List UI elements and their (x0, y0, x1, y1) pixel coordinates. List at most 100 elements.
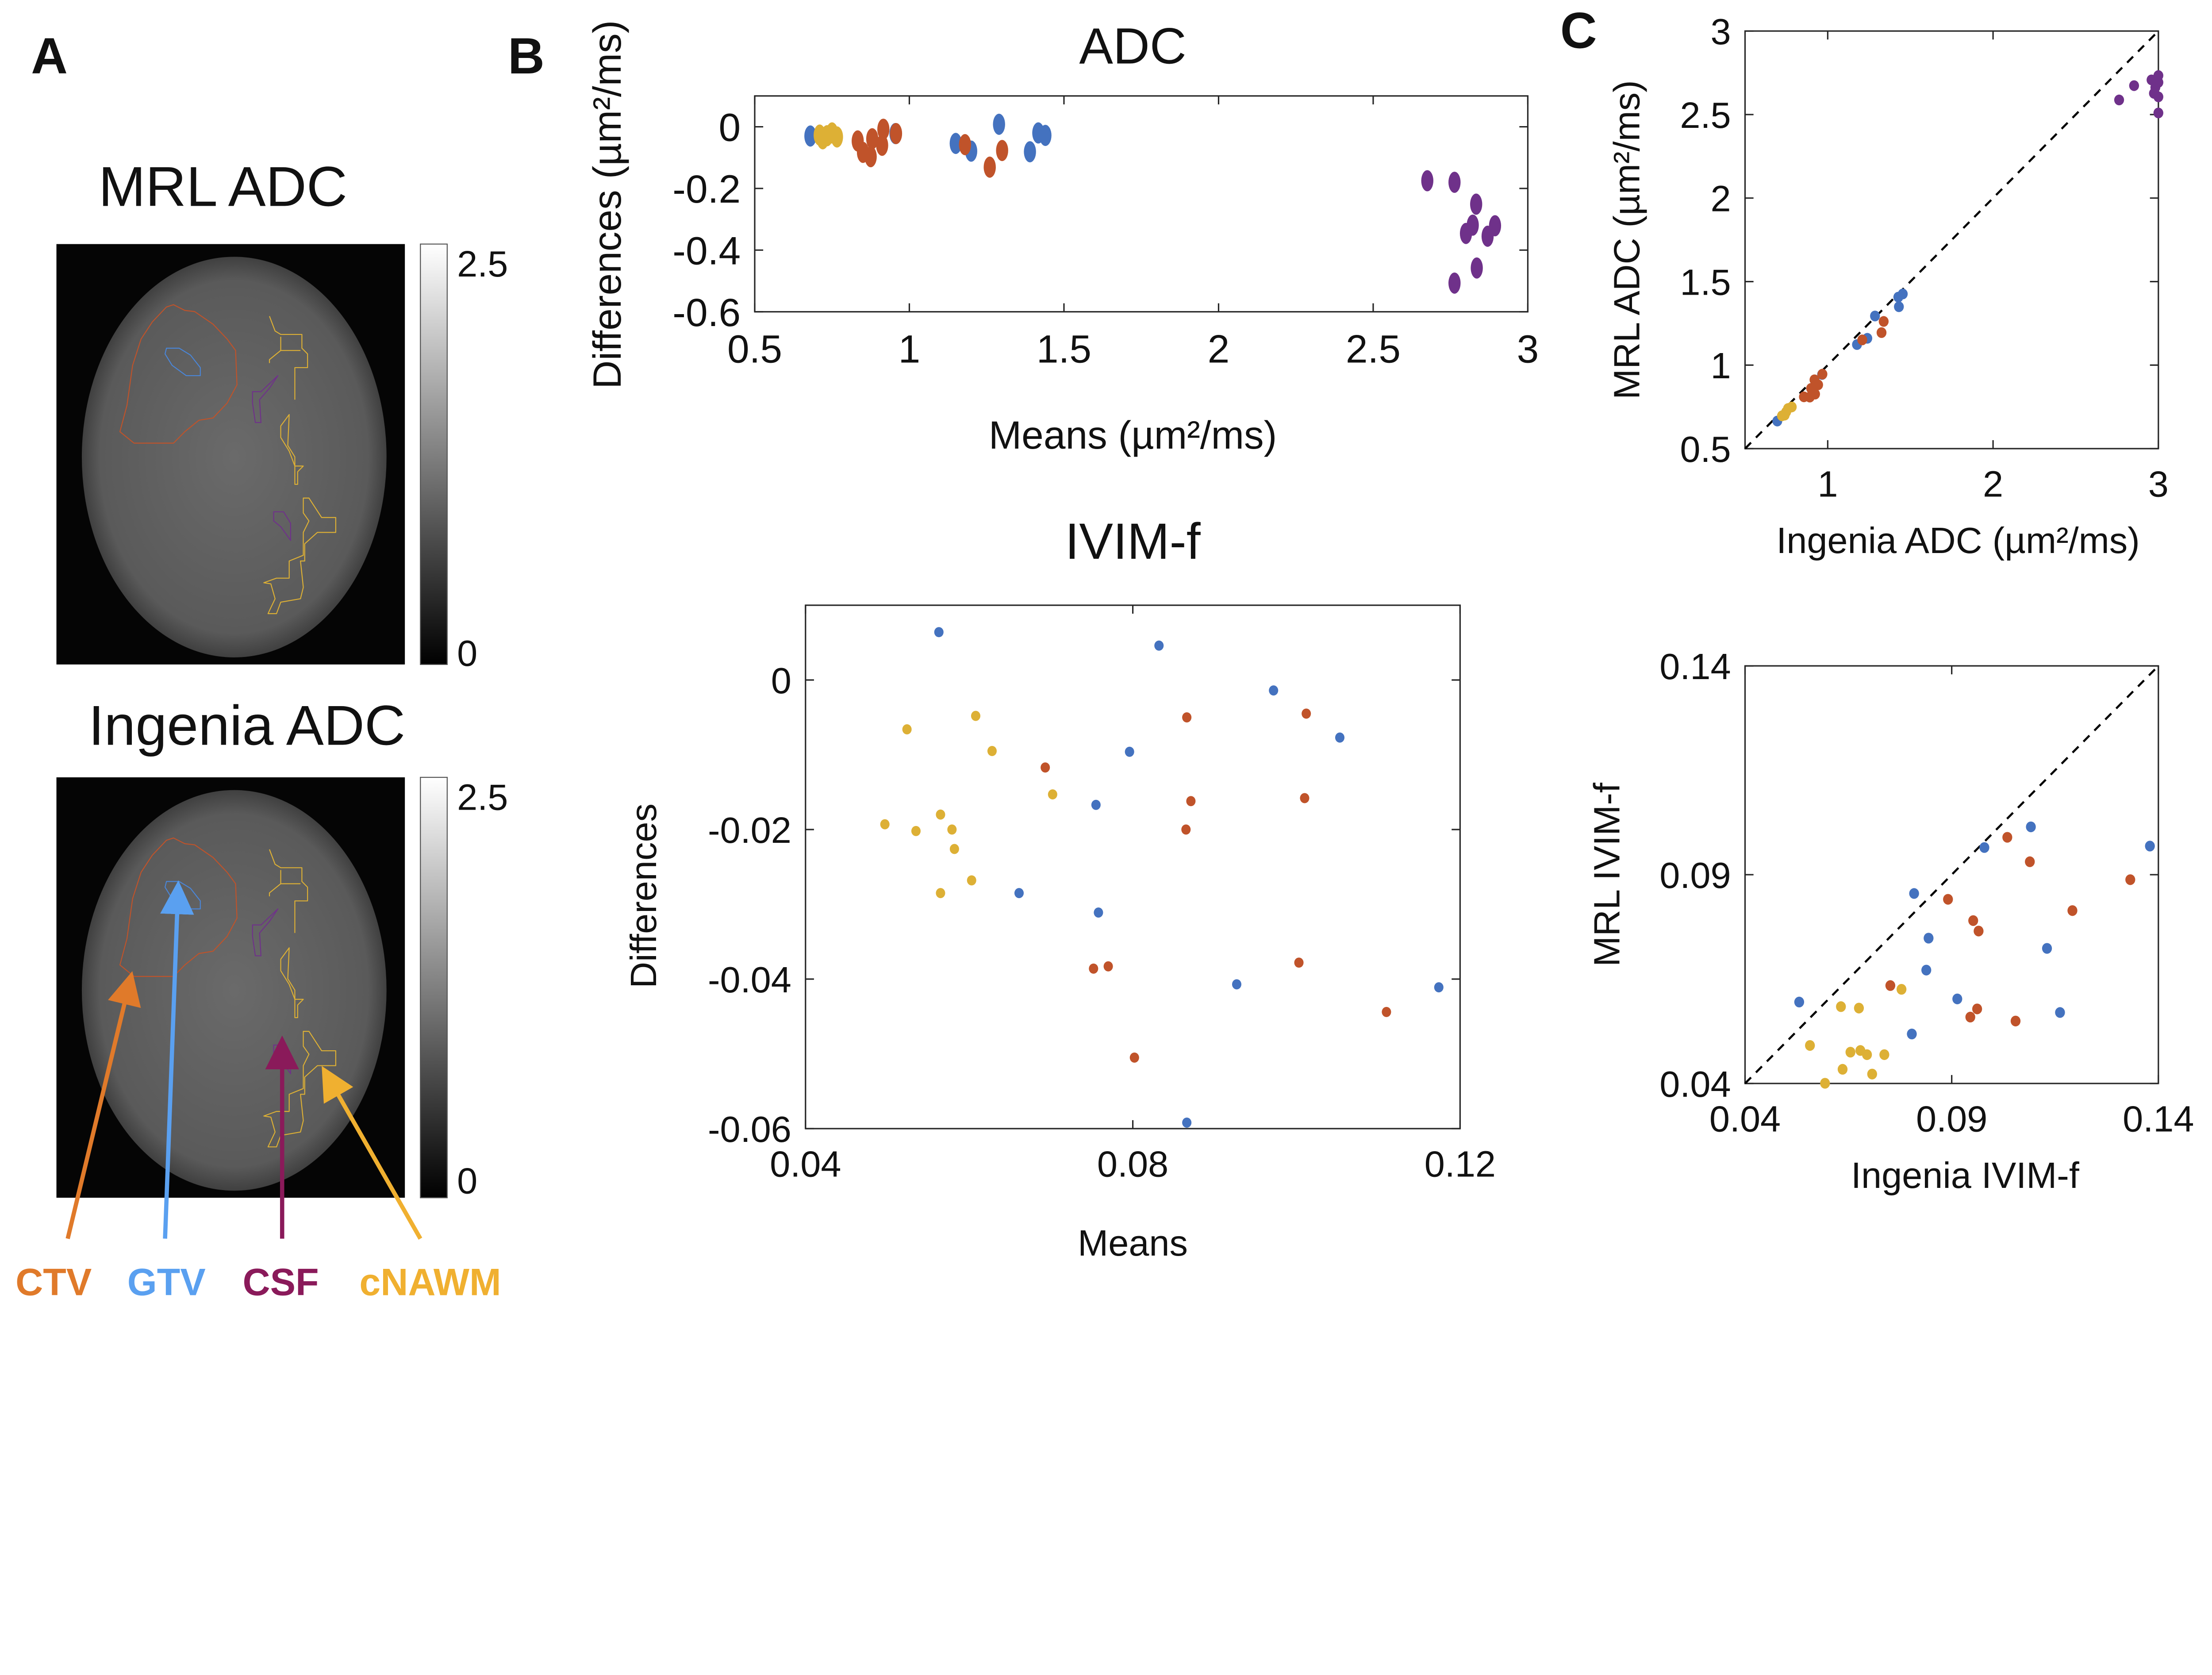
data-point-ctv (866, 128, 879, 150)
series-ctv (852, 119, 1008, 178)
x-tick-label: 3 (1517, 327, 1539, 371)
data-point-gtv (934, 627, 944, 638)
data-point-csf (1459, 223, 1472, 244)
data-point-ctv (2002, 832, 2012, 843)
data-point-ctv (2125, 874, 2135, 885)
y-tick-label: -0.2 (672, 167, 741, 211)
data-point-gtv (1182, 1118, 1192, 1128)
data-point-cnawm (1048, 789, 1057, 800)
panel-a-letter: A (31, 28, 68, 85)
data-point-ctv (1885, 980, 1896, 991)
data-point-cnawm (1854, 1003, 1864, 1014)
data-point-gtv (1921, 964, 1932, 976)
chart-sc_ivim: 0.04 0.09 0.14 0.04 0.09 0.14 Ingenia IVIM-f MR… (1586, 646, 2194, 1196)
ingenia-colorbar (420, 776, 448, 1199)
data-point-ctv (983, 156, 996, 178)
y-tick-label: 2.5 (1680, 95, 1731, 136)
data-point-ctv (1186, 796, 1196, 807)
data-point-csf (2153, 77, 2163, 88)
data-point-gtv (949, 133, 962, 154)
data-point-cnawm (1867, 1068, 1877, 1080)
data-point-cnawm (880, 819, 890, 830)
series-cnawm (880, 711, 1057, 899)
data-point-ctv (1041, 762, 1050, 773)
ingenia-adc-title: Ingenia ADC (88, 695, 405, 757)
y-tick-label: 0.09 (1659, 855, 1731, 896)
y-tick-label: 0.04 (1659, 1064, 1731, 1105)
data-point-gtv (1897, 288, 1908, 300)
mrl-colorbar-max: 2.5 (457, 243, 508, 284)
data-point-ctv (1965, 1011, 1975, 1023)
data-point-gtv (993, 114, 1005, 135)
y-tick-label: 1.5 (1680, 261, 1731, 303)
data-point-gtv (1125, 746, 1134, 757)
data-point-gtv (1870, 311, 1880, 322)
x-tick-label: 3 (2148, 463, 2169, 504)
y-tick-label: 1 (1711, 345, 1731, 386)
data-point-ctv (1182, 712, 1192, 722)
data-point-gtv (1269, 685, 1279, 696)
data-point-gtv (1094, 907, 1103, 918)
y-tick-label: 0 (771, 660, 791, 701)
series-cnawm (1805, 984, 1907, 1089)
data-point-ctv (1943, 894, 1953, 905)
plot-frame (1744, 30, 2159, 449)
data-point-ctv (1972, 1003, 1982, 1014)
data-point-cnawm (826, 122, 838, 144)
data-point-gtv (1039, 125, 1052, 146)
data-point-ctv (876, 134, 888, 156)
series-csf (1421, 170, 1502, 294)
ctv-arrow (65, 971, 141, 1239)
data-point-ctv (2025, 856, 2035, 867)
data-point-cnawm (1837, 1064, 1848, 1075)
data-point-ctv (1300, 793, 1310, 803)
panel-b-letter: B (508, 28, 545, 85)
y-tick-label: 3 (1711, 11, 1731, 52)
data-point-cnawm (947, 824, 957, 835)
y-tick-label: -0.4 (672, 228, 741, 273)
series-ctv (1799, 316, 1889, 403)
cnawm-arrow (322, 1066, 422, 1240)
data-point-ctv (1968, 915, 1978, 926)
data-point-ctv (1382, 1007, 1391, 1017)
data-point-ctv (1302, 708, 1311, 719)
data-point-ctv (1813, 379, 1823, 390)
x-tick-label: 0.12 (1425, 1143, 1496, 1184)
x-tick-label: 2 (1208, 327, 1230, 371)
data-point-gtv (1907, 1029, 1917, 1040)
data-point-csf (1471, 257, 1483, 279)
mrl-colorbar-min: 0 (457, 633, 477, 674)
chart-ba_ivim: 0.04 0.08 0.12 0 -0.02 -0.04 -0.06 IVIM-f Means D… (623, 513, 1496, 1264)
data-point-cnawm (911, 826, 921, 836)
mrl-adc-image (57, 244, 405, 665)
chart-title: IVIM-f (1065, 513, 1201, 570)
x-tick-label: 0.09 (1916, 1098, 1987, 1139)
ctv-label: CTV (15, 1261, 92, 1303)
data-point-gtv (2145, 841, 2155, 852)
y-tick-label: 0.14 (1659, 646, 1731, 687)
gtv-arrow (160, 880, 194, 1239)
data-point-csf (1448, 272, 1461, 294)
x-axis-label: Ingenia ADC (µm²/ms) (1776, 520, 2140, 561)
data-point-gtv (1924, 933, 1934, 944)
data-point-ctv (2067, 905, 2078, 916)
data-point-cnawm (1879, 1049, 1889, 1060)
data-point-cnawm (987, 746, 997, 757)
x-tick-label: 1 (1817, 463, 1838, 504)
y-axis-label: MRL ADC (µm²/ms) (1606, 80, 1647, 400)
y-tick-label: -0.04 (708, 959, 791, 1000)
data-point-gtv (1014, 888, 1024, 899)
data-point-cnawm (902, 724, 912, 735)
data-point-gtv (2026, 821, 2036, 833)
series-csf (2114, 70, 2163, 119)
data-point-ctv (1817, 369, 1828, 380)
y-tick-label: -0.02 (708, 810, 791, 851)
x-tick-label: 0.04 (770, 1143, 841, 1184)
data-point-csf (2153, 108, 2163, 119)
data-point-cnawm (936, 809, 945, 820)
charts: 0.5 1 1.5 2 2.5 3 0 -0.2 -0.4 -0.6 ADC Means (µm²/m… (585, 11, 2194, 1264)
data-point-ctv (996, 140, 1008, 161)
x-tick-label: 1.5 (1037, 327, 1091, 371)
data-point-cnawm (1836, 1001, 1846, 1012)
